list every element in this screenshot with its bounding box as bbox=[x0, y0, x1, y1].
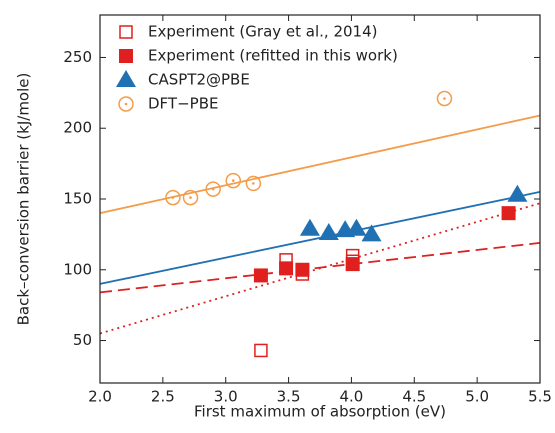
marker bbox=[507, 184, 528, 202]
x-tick-label: 4.5 bbox=[402, 388, 426, 406]
x-tick-label: 2.0 bbox=[88, 388, 112, 406]
marker bbox=[119, 49, 133, 63]
x-tick-label: 5.0 bbox=[465, 388, 489, 406]
marker-dot bbox=[252, 182, 255, 185]
marker-dot bbox=[189, 196, 192, 199]
marker-dot bbox=[124, 102, 128, 106]
y-tick-label: 200 bbox=[63, 119, 92, 137]
marker-dot bbox=[171, 196, 175, 199]
marker bbox=[182, 189, 199, 206]
legend-label: DFT−PBE bbox=[148, 95, 218, 113]
marker bbox=[295, 262, 310, 277]
legend-label: Experiment (Gray et al., 2014) bbox=[148, 23, 377, 41]
x-axis-label: First maximum of absorption (eV) bbox=[194, 403, 446, 421]
marker bbox=[436, 90, 453, 107]
x-tick-label: 4.0 bbox=[339, 388, 363, 406]
marker bbox=[279, 261, 294, 276]
marker bbox=[345, 257, 360, 272]
marker bbox=[205, 181, 221, 197]
x-tick-label: 3.0 bbox=[214, 388, 238, 406]
marker bbox=[225, 172, 242, 189]
marker-dot bbox=[211, 187, 215, 191]
marker bbox=[501, 206, 516, 221]
legend-label: CASPT2@PBE bbox=[148, 71, 250, 89]
y-tick-label: 50 bbox=[73, 331, 92, 349]
marker bbox=[361, 224, 382, 242]
x-tick-label: 5.5 bbox=[528, 388, 552, 406]
marker bbox=[119, 25, 133, 39]
marker bbox=[253, 268, 268, 283]
marker bbox=[165, 189, 181, 206]
y-tick-label: 250 bbox=[63, 48, 92, 66]
marker bbox=[116, 70, 136, 87]
fit-line bbox=[99, 202, 541, 335]
marker-dot bbox=[231, 179, 235, 182]
y-tick-label: 150 bbox=[63, 190, 92, 208]
x-tick-label: 3.5 bbox=[277, 388, 301, 406]
y-axis-label: Back–conversion barrier (kJ/mole) bbox=[15, 73, 33, 326]
marker bbox=[346, 218, 367, 236]
plot-frame bbox=[99, 14, 541, 384]
marker-dot bbox=[443, 97, 446, 100]
marker bbox=[118, 96, 134, 112]
marker bbox=[299, 218, 320, 236]
marker bbox=[318, 222, 339, 240]
x-tick-label: 2.5 bbox=[151, 388, 175, 406]
fit-line bbox=[99, 191, 541, 285]
y-tick-label: 100 bbox=[63, 260, 92, 278]
legend-label: Experiment (refitted in this work) bbox=[148, 47, 398, 65]
marker bbox=[245, 175, 262, 192]
marker bbox=[254, 343, 268, 358]
